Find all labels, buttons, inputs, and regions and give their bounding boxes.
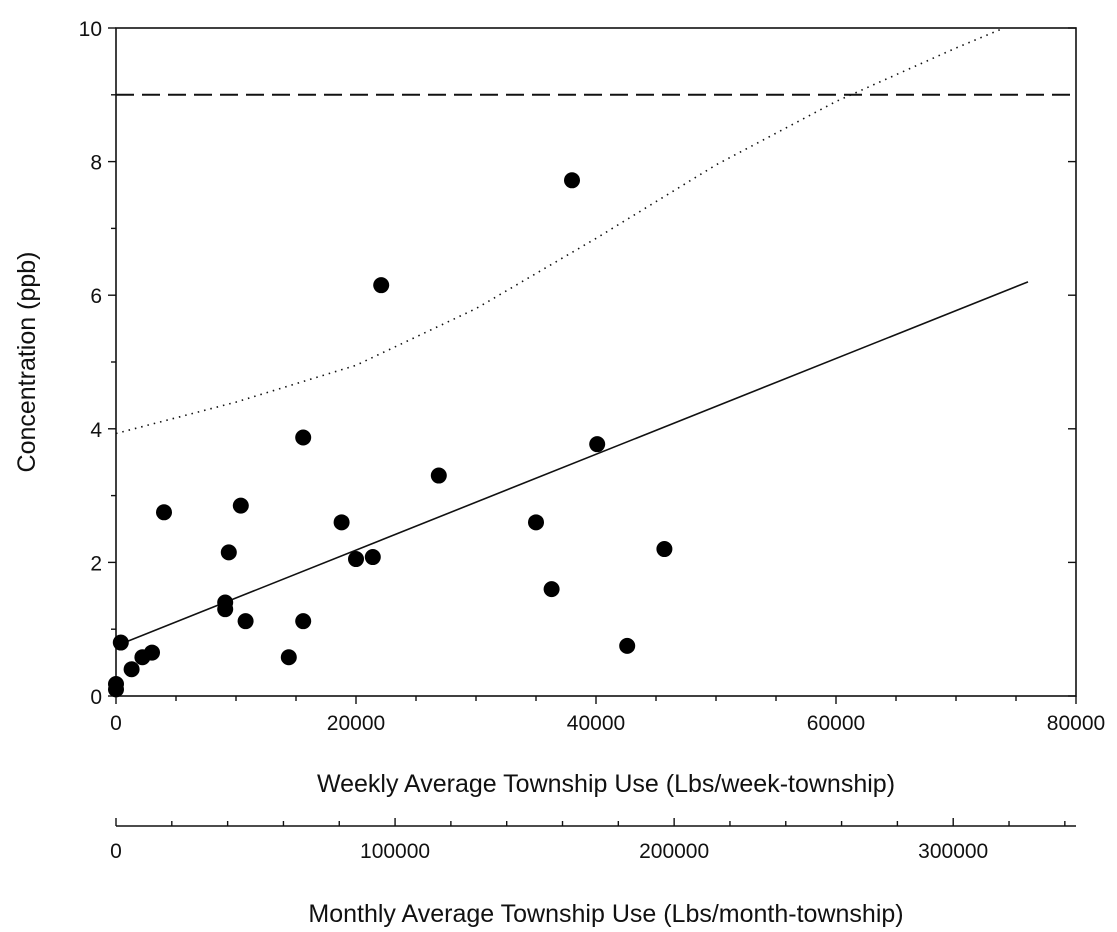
data-point <box>123 661 140 678</box>
data-point <box>528 514 544 531</box>
y-tick-label: 6 <box>90 285 102 308</box>
data-point <box>348 551 364 568</box>
data-point <box>108 675 124 692</box>
axis-ticks: 0 2 4 6 8 10 0 20000 40000 60000 80000 0 100000 20000… <box>79 18 1106 863</box>
data-point <box>333 514 350 531</box>
data-point <box>144 644 160 661</box>
x-axis-label: Weekly Average Township Use (Lbs/week-to… <box>317 770 895 798</box>
data-point <box>156 504 172 521</box>
data-point <box>112 634 129 651</box>
data-point <box>237 613 254 630</box>
data-point <box>430 467 447 484</box>
x-tick-label: 80000 <box>1047 712 1105 735</box>
secondary-x-axis-label: Monthly Average Township Use (Lbs/month-… <box>308 900 903 928</box>
regression-line <box>115 281 1029 647</box>
x-tick-label: 40000 <box>567 712 625 735</box>
plot-border <box>115 27 1077 697</box>
x2-tick-label: 0 <box>110 840 122 863</box>
x2-tick-label: 100000 <box>360 840 430 863</box>
data-point <box>373 277 390 294</box>
x-tick-label: 20000 <box>327 712 385 735</box>
data-point <box>589 436 606 453</box>
data-point <box>564 172 580 189</box>
data-point <box>217 594 234 611</box>
data-point <box>543 581 560 598</box>
data-point <box>364 549 381 566</box>
y-tick-label: 4 <box>90 419 102 442</box>
x2-tick-label: 200000 <box>639 840 709 863</box>
data-point <box>232 497 249 514</box>
data-point <box>295 613 312 630</box>
axis-labels: Concentration (ppb) Weekly Average Towns… <box>13 252 904 928</box>
data-point <box>619 637 636 654</box>
upper-bound-curve <box>115 27 1005 435</box>
x2-tick-label: 300000 <box>918 840 988 863</box>
data-points <box>108 172 673 698</box>
y-tick-label: 2 <box>90 552 102 575</box>
data-point <box>656 541 673 558</box>
data-point <box>220 544 237 561</box>
x-tick-label: 60000 <box>807 712 865 735</box>
y-axis-label: Concentration (ppb) <box>13 252 41 473</box>
x-tick-label: 0 <box>110 712 122 735</box>
y-tick-label: 8 <box>90 152 102 175</box>
data-point <box>280 649 297 666</box>
y-tick-label: 10 <box>79 18 102 41</box>
y-tick-label: 0 <box>90 686 102 709</box>
plot-frame <box>115 27 1077 827</box>
fit-lines <box>115 27 1076 647</box>
data-point <box>295 429 312 446</box>
